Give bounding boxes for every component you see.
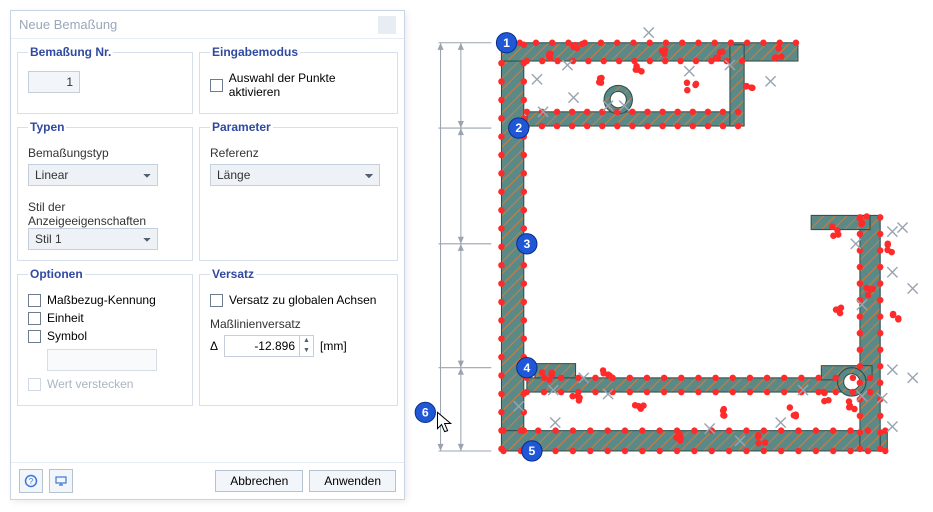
activate-point-selection-label: Auswahl der Punkte aktivieren	[229, 71, 387, 99]
dimension-type-label: Bemaßungstyp	[28, 146, 182, 160]
group-options: Optionen Maßbezug-Kennung Einheit Symbol…	[17, 267, 193, 406]
symbol-label: Symbol	[47, 329, 87, 343]
dialog-title: Neue Bemaßung	[19, 17, 117, 32]
group-parameter: Parameter Referenz Länge	[199, 120, 398, 261]
help-icon[interactable]: ?	[19, 469, 43, 493]
close-icon[interactable]	[378, 16, 396, 34]
svg-text:5: 5	[529, 444, 536, 458]
group-input-mode: Eingabemodus Auswahl der Punkte aktivier…	[199, 45, 398, 114]
symbol-select	[47, 349, 157, 371]
global-axes-offset-checkbox[interactable]	[210, 294, 223, 307]
svg-text:6: 6	[422, 405, 429, 419]
spin-buttons[interactable]: ▲▼	[299, 336, 313, 356]
delta-symbol: Δ	[210, 339, 218, 353]
apply-button[interactable]: Anwenden	[309, 470, 396, 492]
dialog-footer: ? Abbrechen Anwenden	[11, 462, 404, 499]
legend-offset: Versatz	[210, 267, 256, 281]
cancel-button[interactable]: Abbrechen	[215, 470, 303, 492]
global-axes-offset-label: Versatz zu globalen Achsen	[229, 293, 376, 307]
cad-viewport[interactable]: 1 2 3 4 5 6	[405, 0, 933, 512]
activate-point-selection-checkbox[interactable]	[210, 79, 223, 92]
unit-checkbox[interactable]	[28, 312, 41, 325]
dimension-type-select[interactable]: Linear	[28, 164, 158, 186]
svg-text:?: ?	[29, 477, 34, 486]
display-style-label: Stil der Anzeigeeigenschaften	[28, 200, 182, 228]
legend-types: Typen	[28, 120, 66, 134]
unit-label: Einheit	[47, 311, 84, 325]
datum-id-label: Maßbezug-Kennung	[47, 293, 156, 307]
hide-value-checkbox	[28, 378, 41, 391]
group-dimension-number: Bemaßung Nr.	[17, 45, 193, 114]
hide-value-label: Wert verstecken	[47, 377, 133, 391]
svg-text:2: 2	[515, 121, 522, 135]
legend-options: Optionen	[28, 267, 85, 281]
svg-text:3: 3	[523, 237, 530, 251]
monitor-icon[interactable]	[49, 469, 73, 493]
line-offset-unit: [mm]	[320, 339, 347, 353]
svg-text:4: 4	[523, 361, 530, 375]
legend-input-mode: Eingabemodus	[210, 45, 300, 59]
new-dimension-dialog: Neue Bemaßung Bemaßung Nr. Eingabemodus …	[10, 10, 405, 500]
group-offset: Versatz Versatz zu globalen Achsen Maßli…	[199, 267, 398, 406]
group-types: Typen Bemaßungstyp Linear Stil der Anzei…	[17, 120, 193, 261]
datum-id-checkbox[interactable]	[28, 294, 41, 307]
line-offset-label: Maßlinienversatz	[210, 317, 387, 331]
legend-dimension-number: Bemaßung Nr.	[28, 45, 113, 59]
legend-parameter: Parameter	[210, 120, 273, 134]
reference-label: Referenz	[210, 146, 387, 160]
symbol-checkbox[interactable]	[28, 330, 41, 343]
dimension-number-input[interactable]	[28, 71, 80, 93]
titlebar: Neue Bemaßung	[11, 11, 404, 39]
svg-text:1: 1	[503, 36, 510, 50]
reference-select[interactable]: Länge	[210, 164, 380, 186]
display-style-select[interactable]: Stil 1	[28, 228, 158, 250]
